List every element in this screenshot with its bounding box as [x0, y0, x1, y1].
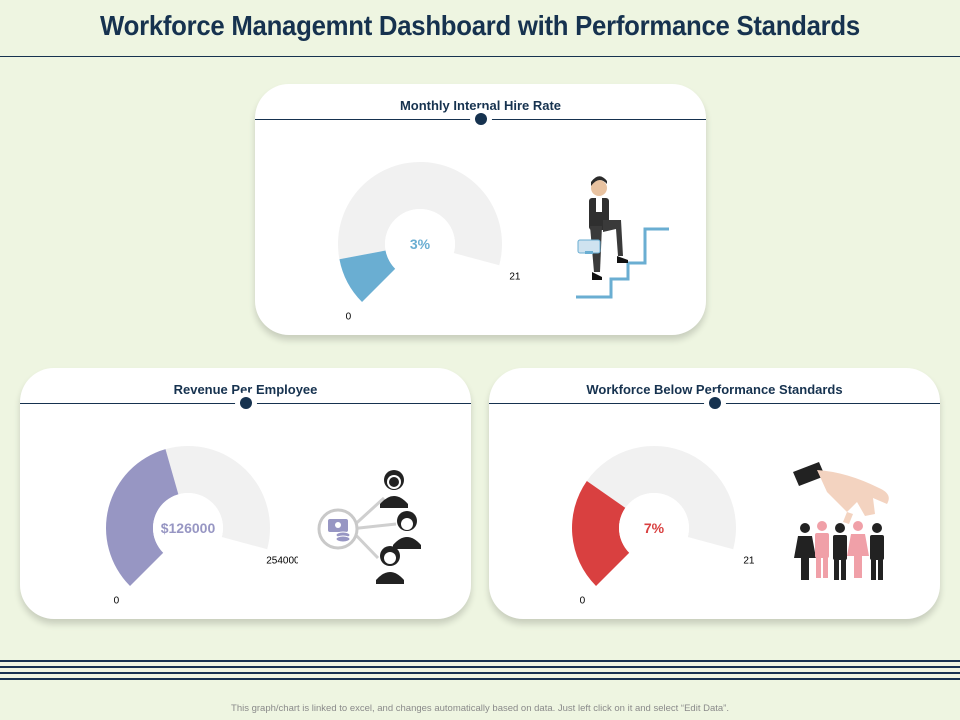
gauge-max-label: 21: [509, 271, 521, 282]
gauge-min-label: 0: [580, 596, 586, 607]
gauge-value-arc[interactable]: [339, 250, 396, 302]
bottom-stripes: [0, 658, 960, 686]
card-divider-dot: [240, 397, 252, 409]
gauge-value-label: 7%: [644, 520, 665, 536]
gauge-track: [165, 446, 270, 550]
gauge-track: [586, 445, 736, 550]
gauge-chart-workforce-below-standards[interactable]: 0 21 7%: [544, 428, 764, 608]
card-revenue-per-employee[interactable]: Revenue Per Employee 0 254000 $126000: [20, 368, 471, 619]
man-climbing-stairs-icon: [573, 176, 673, 306]
gauge-value-arc[interactable]: [572, 480, 630, 586]
gauge-center: [153, 493, 223, 563]
gauge-max-label: 254000: [266, 555, 298, 566]
money-people-network-icon: [312, 458, 432, 593]
card-internal-hire-rate[interactable]: Monthly Internal Hire Rate 0 21 3%: [255, 84, 706, 335]
gauge-max-label: 21: [743, 555, 755, 566]
card-workforce-below-standards[interactable]: Workforce Below Performance Standards 0 2…: [489, 368, 940, 619]
card-title: Revenue Per Employee: [173, 382, 318, 397]
card-divider-dot: [475, 113, 487, 125]
gauge-value-arc[interactable]: [106, 449, 179, 586]
gauge-center: [619, 493, 689, 563]
page-title: Workforce Managemnt Dashboard with Perfo…: [100, 10, 860, 41]
card-title: Workforce Below Performance Standards: [586, 382, 843, 397]
gauge-min-label: 0: [114, 596, 120, 607]
gauge-value-label: $126000: [161, 520, 216, 536]
gauge-track: [338, 162, 502, 266]
gauge-center: [385, 209, 455, 279]
hand-picking-people-icon: [787, 458, 897, 593]
footer-note: This graph/chart is linked to excel, and…: [231, 703, 729, 714]
gauge-value-label: 3%: [410, 236, 431, 252]
gauge-chart-internal-hire-rate[interactable]: 0 21 3%: [310, 144, 530, 324]
gauge-min-label: 0: [346, 312, 352, 323]
card-title: Monthly Internal Hire Rate: [399, 98, 562, 113]
gauge-chart-revenue-per-employee[interactable]: 0 254000 $126000: [78, 428, 298, 608]
card-divider-dot: [709, 397, 721, 409]
title-divider: [0, 56, 960, 57]
